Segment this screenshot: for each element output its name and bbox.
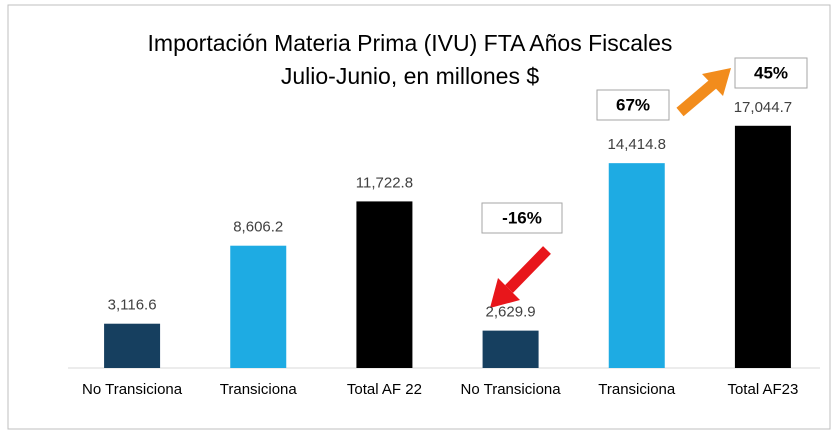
annotation: -16% [502, 208, 542, 227]
data-label: 11,722.8 [356, 174, 413, 191]
bar [608, 163, 665, 368]
x-tick-label: Total AF23 [727, 381, 798, 398]
x-tick-label: No Transiciona [461, 381, 562, 398]
annotation-box [481, 202, 563, 234]
bar [734, 125, 791, 368]
x-tick-label: Total AF 22 [347, 381, 422, 398]
data-label: 14,414.8 [608, 136, 666, 153]
data-label: 8,606.2 [233, 219, 283, 236]
data-label: 17,044.7 [734, 99, 792, 116]
data-label: 3,116.6 [108, 297, 157, 314]
annotation-box [596, 89, 670, 121]
x-tick-label: No Transiciona [82, 381, 183, 398]
bar [482, 330, 539, 368]
red-arrow [490, 246, 551, 308]
bar [356, 201, 413, 368]
orange-arrow [676, 68, 731, 117]
bar [230, 245, 287, 368]
chart-title: Importación Materia Prima (IVU) FTA Años… [148, 30, 673, 56]
x-tick-label: Transiciona [598, 381, 676, 398]
annotation: 67% [616, 95, 650, 114]
chart-subtitle: Julio-Junio, en millones $ [281, 63, 539, 89]
annotation: 45% [754, 63, 788, 82]
data-label: 2,629.9 [486, 304, 536, 321]
x-tick-label: Transiciona [220, 381, 298, 398]
annotation-box [734, 57, 808, 89]
bar [104, 323, 161, 368]
